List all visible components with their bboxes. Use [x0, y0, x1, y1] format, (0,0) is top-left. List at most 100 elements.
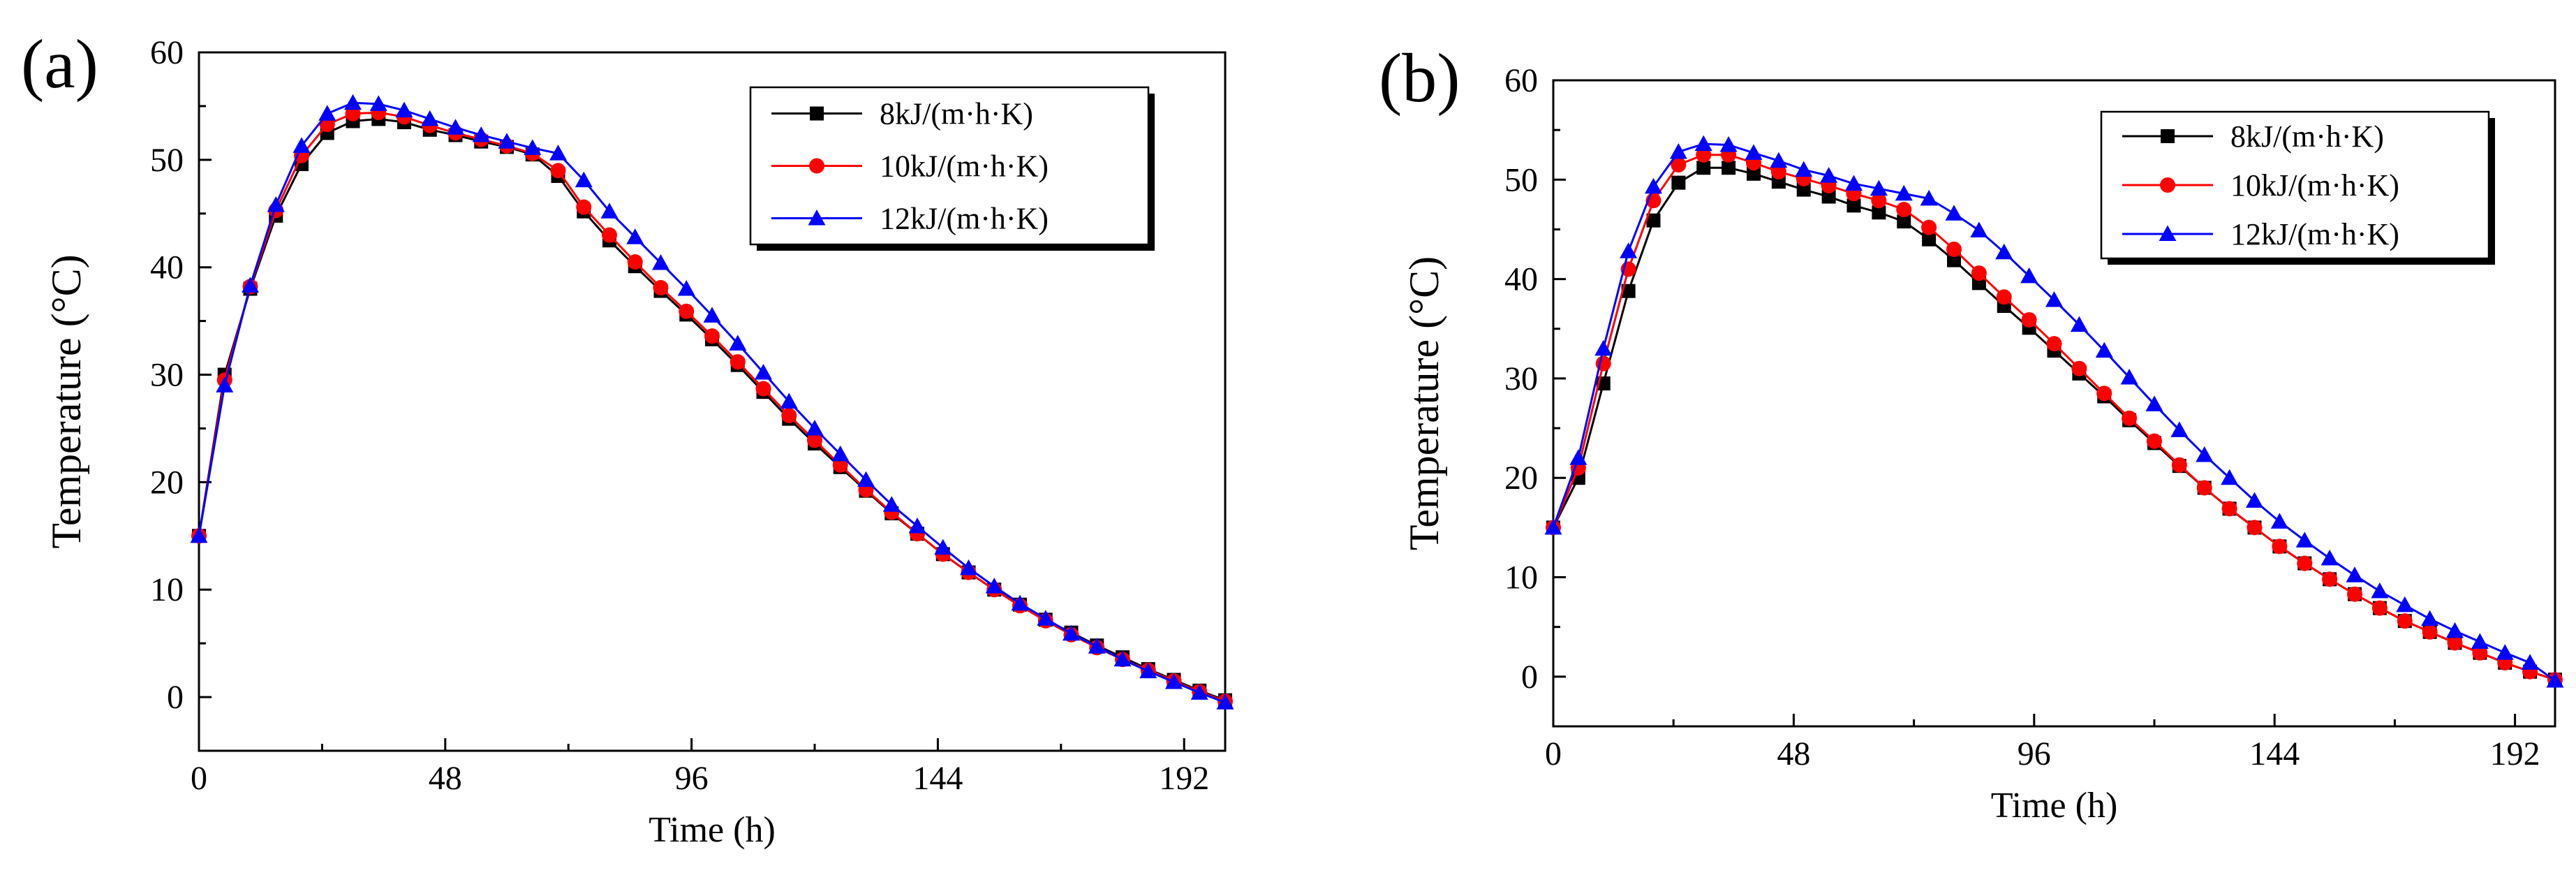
data-point	[2446, 622, 2464, 638]
y-axis-title: Temperature (°C)	[43, 254, 89, 548]
data-point	[1646, 213, 1661, 228]
data-point	[498, 133, 516, 149]
data-point	[421, 110, 439, 126]
y-tick-label: 0	[167, 679, 184, 716]
data-point	[1920, 189, 1938, 206]
data-point	[1747, 166, 1761, 181]
data-point	[1063, 624, 1080, 641]
data-point	[857, 471, 875, 487]
data-point	[652, 254, 669, 270]
y-tick-label: 50	[1504, 161, 1538, 198]
data-point	[2546, 672, 2564, 688]
x-tick-label: 144	[2249, 735, 2300, 772]
legend-label: 12kJ/(m·h·K)	[880, 202, 1049, 236]
x-tick-label: 144	[912, 760, 963, 797]
data-point	[1544, 518, 1562, 535]
data-point	[242, 277, 259, 293]
legend-marker	[2159, 225, 2177, 241]
legend-marker	[2161, 129, 2175, 143]
panel-label: (b)	[1379, 39, 1460, 117]
data-point	[1971, 265, 1987, 281]
data-point	[882, 496, 901, 512]
data-point	[2096, 386, 2112, 402]
data-point	[1113, 650, 1132, 667]
panel-label: (a)	[21, 25, 98, 103]
data-point	[1694, 135, 1712, 152]
data-point	[2422, 624, 2438, 640]
data-point	[2246, 520, 2263, 536]
data-point	[2071, 360, 2087, 376]
y-tick-label: 60	[1504, 62, 1538, 99]
x-tick-label: 96	[2018, 735, 2051, 772]
data-point	[602, 227, 617, 243]
y-axis-title: Temperature (°C)	[1401, 256, 1447, 550]
data-point	[1796, 182, 1811, 197]
data-point	[703, 307, 721, 323]
data-point	[2046, 336, 2062, 352]
data-point	[1970, 221, 1988, 237]
data-point	[1696, 147, 1712, 163]
y-tick-label: 10	[150, 571, 184, 608]
panel-b: 0 48 96 144 192 0 10 20 30 40 50 60 Time (h) Temperat…	[1379, 39, 2564, 826]
data-point	[908, 517, 926, 534]
y-tick-label: 20	[150, 464, 184, 501]
data-point	[2170, 421, 2189, 437]
data-point	[1846, 198, 1861, 213]
data-point	[576, 199, 592, 215]
data-point	[2221, 469, 2239, 485]
data-point	[1946, 241, 1962, 257]
data-point	[1922, 232, 1937, 247]
data-point	[550, 163, 566, 179]
y-tick-label: 60	[150, 34, 184, 71]
data-point	[2021, 311, 2037, 328]
x-axis-title: Time (h)	[649, 810, 776, 850]
data-point	[755, 363, 772, 380]
x-axis-title: Time (h)	[1991, 786, 2118, 826]
data-point	[2120, 369, 2138, 385]
data-point	[1795, 161, 1813, 177]
data-point	[575, 171, 593, 188]
data-point	[2347, 586, 2362, 602]
data-point	[2322, 571, 2338, 587]
data-point	[831, 445, 850, 462]
data-point	[2396, 596, 2414, 612]
legend-marker	[808, 210, 826, 226]
data-point	[1722, 161, 1736, 175]
data-point	[1921, 219, 1937, 235]
data-point	[1897, 214, 1911, 229]
data-point	[1770, 163, 1786, 179]
data-point	[1745, 144, 1763, 160]
data-point	[1770, 152, 1788, 168]
x-tick-label: 192	[1159, 760, 1209, 797]
data-point	[1820, 167, 1838, 183]
series-2	[190, 94, 1234, 710]
data-point	[704, 328, 720, 344]
data-point	[1945, 205, 1963, 221]
data-point	[934, 538, 952, 555]
legend-marker	[2160, 177, 2175, 193]
data-point	[2145, 395, 2163, 411]
legend: 8kJ/(m·h·K) 10kJ/(m·h·K) 12kJ/(m·h·K)	[2100, 110, 2495, 265]
data-point	[1088, 638, 1106, 654]
data-point	[1669, 142, 1687, 159]
data-point	[344, 94, 362, 110]
x-tick-label: 48	[429, 760, 462, 797]
data-point	[1845, 175, 1863, 191]
data-point	[2020, 267, 2038, 284]
data-point	[472, 126, 490, 142]
data-point	[1719, 136, 1738, 152]
x-tick-label: 0	[1545, 735, 1562, 772]
y-tick-label: 30	[1504, 360, 1538, 397]
data-point	[2371, 582, 2389, 599]
data-point	[627, 254, 643, 270]
data-point	[318, 105, 336, 121]
data-point	[780, 393, 798, 409]
data-point	[1896, 202, 1912, 217]
y-tick-label: 10	[1504, 559, 1538, 596]
data-point	[2270, 513, 2288, 529]
data-point	[626, 228, 644, 244]
data-point	[2397, 613, 2413, 629]
data-point	[2471, 633, 2489, 650]
data-point	[2297, 555, 2313, 571]
data-point	[985, 578, 1003, 594]
